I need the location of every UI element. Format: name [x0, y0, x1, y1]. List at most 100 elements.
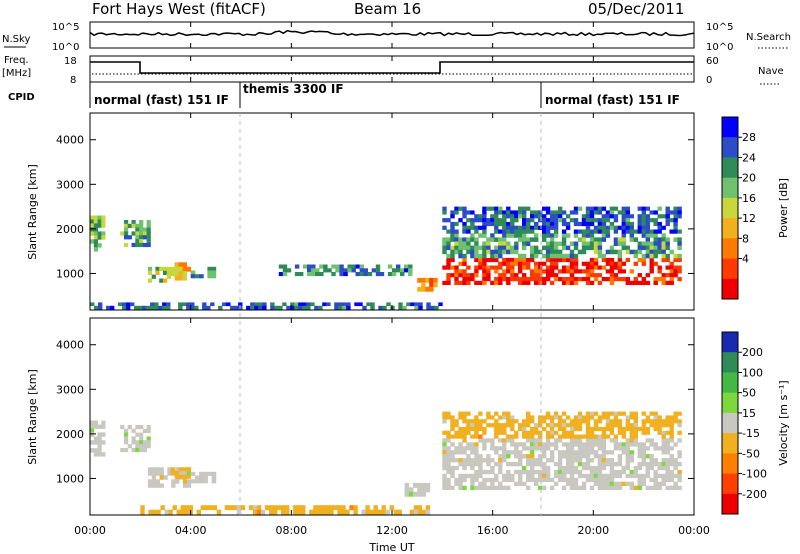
heatmap-cell — [565, 265, 571, 270]
heatmap-cell — [454, 249, 459, 255]
heatmap-cell — [641, 261, 646, 266]
heatmap-cell — [585, 415, 591, 420]
heatmap-cell — [462, 237, 467, 242]
heatmap-cell — [206, 305, 211, 310]
heatmap-cell — [97, 235, 102, 240]
heatmap-cell — [597, 438, 603, 443]
heatmap-cell — [211, 479, 217, 484]
heatmap-cell — [470, 237, 475, 242]
heatmap-cell — [90, 215, 95, 220]
heatmap-cell — [494, 430, 499, 435]
colorbar-segment — [722, 117, 738, 138]
heatmap-cell — [506, 454, 511, 459]
heatmap-cell — [518, 229, 523, 234]
heatmap-cell — [203, 471, 208, 476]
heatmap-cell — [526, 206, 531, 211]
heatmap-cell — [597, 218, 603, 223]
heatmap-cell — [641, 280, 646, 285]
heatmap-cell — [542, 253, 547, 259]
heatmap-cell — [442, 241, 447, 246]
heatmap-cell — [413, 509, 419, 515]
heatmap-cell — [127, 223, 132, 228]
heatmap-cell — [549, 221, 555, 227]
heatmap-cell — [625, 481, 630, 486]
heatmap-cell — [677, 411, 682, 416]
heatmap-cell — [573, 229, 579, 234]
heatmap-cell — [645, 454, 650, 459]
heatmap-cell — [314, 305, 319, 310]
heatmap-cell — [458, 426, 463, 432]
heatmap-cell — [669, 454, 674, 459]
heatmap-cell — [498, 218, 503, 223]
heatmap-cell — [514, 469, 519, 475]
heatmap-cell — [135, 444, 140, 449]
heatmap-cell — [613, 273, 619, 278]
heatmap-cell — [370, 302, 375, 307]
heatmap-cell — [565, 450, 571, 455]
heatmap-cell — [569, 430, 575, 435]
heatmap-cell — [442, 245, 447, 251]
heatmap-cell — [470, 210, 475, 215]
heatmap-cell — [649, 485, 654, 490]
heatmap-cell — [538, 210, 543, 215]
heatmap-cell — [526, 446, 531, 451]
heatmap-cell — [522, 442, 527, 447]
heatmap-cell — [665, 450, 670, 455]
heatmap-cell — [273, 505, 278, 511]
heatmap-cell — [490, 249, 495, 255]
heatmap-cell — [135, 425, 140, 430]
heatmap-cell — [417, 286, 422, 292]
heatmap-cell — [557, 214, 563, 219]
heatmap-cell — [593, 237, 599, 242]
heatmap-cell — [478, 423, 483, 428]
heatmap-cell — [653, 241, 658, 246]
heatmap-cell — [478, 481, 483, 486]
heatmap-cell — [93, 215, 98, 220]
heatmap-cell — [90, 239, 95, 244]
heatmap-cell — [545, 411, 551, 416]
heatmap-cell — [124, 428, 129, 433]
heatmap-cell — [613, 415, 619, 420]
heatmap-cell — [482, 280, 487, 285]
heatmap-cell — [609, 265, 615, 270]
heatmap-cell — [589, 438, 595, 443]
heatmap-cell — [482, 458, 487, 463]
heatmap-cell — [170, 471, 175, 476]
heatmap-cell — [446, 237, 451, 242]
heatmap-cell — [593, 210, 599, 215]
heatmap-cell — [450, 415, 455, 420]
colorbar-segment — [722, 157, 738, 179]
heatmap-cell — [126, 302, 131, 307]
heatmap-cell — [545, 229, 551, 234]
heatmap-cell — [637, 280, 642, 285]
heatmap-cell — [526, 454, 531, 459]
heatmap-cell — [593, 206, 599, 211]
heatmap-cell — [506, 241, 511, 246]
heatmap-cell — [339, 264, 344, 269]
heatmap-cell — [629, 237, 634, 242]
heatmap-cell — [542, 446, 547, 451]
heatmap-cell — [147, 266, 153, 272]
heatmap-cell — [186, 266, 191, 272]
heatmap-cell — [609, 225, 615, 230]
heatmap-cell — [526, 458, 531, 463]
heatmap-cell — [542, 473, 547, 479]
heatmap-cell — [258, 305, 263, 310]
heatmap-cell — [629, 438, 634, 443]
heatmap-cell — [545, 225, 551, 230]
heatmap-cell — [625, 257, 630, 263]
heatmap-cell — [649, 241, 654, 246]
heatmap-cell — [605, 225, 611, 230]
heatmap-cell — [585, 450, 591, 455]
heatmap-cell — [458, 473, 463, 479]
heatmap-cell — [498, 446, 503, 451]
heatmap-cell — [557, 434, 563, 439]
heatmap-cell — [454, 277, 459, 282]
heatmap-cell — [97, 231, 102, 236]
heatmap-cell — [207, 270, 212, 275]
heatmap-cell — [442, 218, 447, 223]
heatmap-cell — [605, 210, 611, 215]
heatmap-cell — [442, 249, 447, 255]
heatmap-cell — [542, 280, 547, 285]
colorbar-segment — [722, 453, 738, 474]
